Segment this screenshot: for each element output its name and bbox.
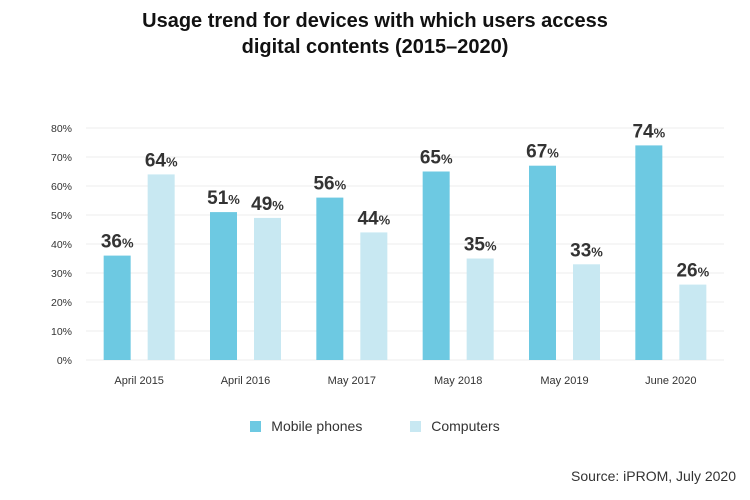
chart-title-line-2: digital contents (2015–2020) xyxy=(241,36,509,58)
data-label: 26% xyxy=(676,261,709,282)
data-label: 51% xyxy=(207,188,240,209)
x-category-label: May 2019 xyxy=(540,375,588,387)
y-tick-label: 10% xyxy=(51,326,72,338)
bar-computers xyxy=(254,217,281,360)
source-note: Source: iPROM, July 2020 xyxy=(571,468,736,484)
legend-item-mobile-phones: Mobile phones xyxy=(250,418,362,434)
legend-label-mobile-phones: Mobile phones xyxy=(271,418,363,434)
data-label: 35% xyxy=(464,235,497,256)
bar-mobile-phones xyxy=(529,165,556,360)
bar-computers xyxy=(573,264,600,360)
bar-mobile-phones xyxy=(316,197,344,360)
data-label: 56% xyxy=(313,174,346,195)
bar-computers xyxy=(360,232,388,360)
bar-mobile-phones xyxy=(103,255,131,360)
y-tick-label: 70% xyxy=(51,152,72,164)
data-label: 44% xyxy=(357,208,390,229)
y-tick-label: 60% xyxy=(51,181,72,193)
data-label: 49% xyxy=(251,194,284,215)
y-tick-label: 50% xyxy=(51,210,72,222)
data-label: 65% xyxy=(420,148,453,169)
y-tick-label: 20% xyxy=(51,297,72,309)
x-category-label: April 2015 xyxy=(114,375,164,387)
legend-label-computers: Computers xyxy=(431,418,500,434)
data-label: 67% xyxy=(526,142,559,163)
chart-title: Usage trend for devices with which users… xyxy=(0,8,750,60)
bar-computers xyxy=(466,258,494,360)
y-tick-label: 30% xyxy=(51,268,72,280)
data-label: 33% xyxy=(570,240,603,261)
x-category-label: April 2016 xyxy=(221,375,271,387)
bar-computers xyxy=(147,174,175,360)
bar-mobile-phones xyxy=(635,145,663,360)
legend-swatch-computers xyxy=(410,420,422,432)
bar-chart: 0% 10% 20% 30% 40% 50% 60% 70% 80% 36% 64% April 20… xyxy=(51,121,724,387)
data-label: 64% xyxy=(145,150,178,171)
x-category-label: June 2020 xyxy=(645,375,696,387)
bar-mobile-phones xyxy=(422,171,450,360)
data-label: 36% xyxy=(101,232,134,253)
x-category-label: May 2017 xyxy=(328,375,376,387)
chart-legend: Mobile phones Computers xyxy=(0,418,750,435)
y-tick-label: 0% xyxy=(57,355,72,367)
bar-computers xyxy=(679,284,707,360)
x-category-label: May 2018 xyxy=(434,375,482,387)
y-tick-label: 80% xyxy=(51,123,72,135)
data-label: 74% xyxy=(632,121,665,142)
legend-swatch-mobile-phones xyxy=(250,420,262,432)
bar-mobile-phones xyxy=(210,212,237,360)
y-tick-label: 40% xyxy=(51,239,72,251)
chart-title-line-1: Usage trend for devices with which users… xyxy=(142,10,608,32)
legend-item-computers: Computers xyxy=(410,418,500,434)
